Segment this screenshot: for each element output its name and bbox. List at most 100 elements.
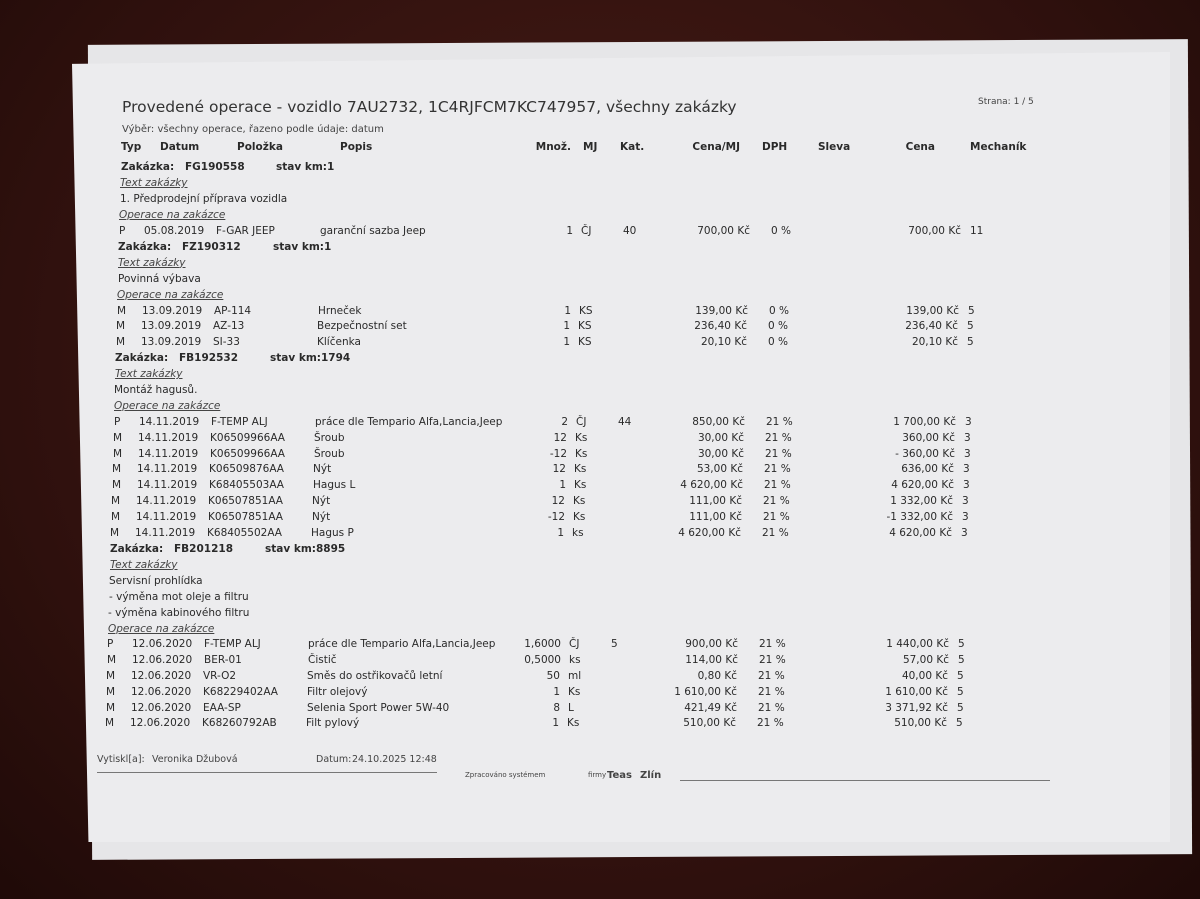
- column-popis: Popis: [340, 141, 373, 153]
- order-text-line: Montáž hagusů.: [114, 384, 198, 397]
- cell-polozka: K68405503AA: [209, 479, 284, 492]
- operations-heading: Operace na zakázce: [0, 400, 1100, 415]
- cell-typ: M: [106, 701, 116, 714]
- order-text: Servisní prohlídka: [0, 575, 1100, 590]
- column-mj: MJ: [583, 141, 598, 153]
- table-row: M 12.06.2020 K68260792AB Filt pylový 1 Ks 510,…: [0, 717, 1100, 732]
- cell-polozka: K06509966AA: [210, 447, 285, 460]
- cell-mechanik: 3: [964, 431, 971, 444]
- cell-cena_mj: 139,00 Kč: [695, 304, 748, 317]
- order-label: Zakázka:: [118, 240, 172, 253]
- cell-typ: M: [106, 670, 116, 682]
- order-text: - výměna mot oleje a filtru: [0, 591, 1100, 606]
- cell-mechanik: 5: [957, 685, 964, 698]
- cell-datum: 12.06.2020: [131, 670, 192, 682]
- text-heading: Text zakázky: [0, 368, 1100, 383]
- cell-dph: 21 %: [759, 638, 786, 651]
- order-text-heading: Text zakázky: [118, 256, 186, 269]
- cell-kat: 5: [611, 638, 618, 651]
- cell-cena: 3 371,92 Kč: [885, 701, 948, 714]
- cell-typ: M: [112, 479, 122, 492]
- cell-cena: 40,00 Kč: [901, 670, 948, 682]
- cell-dph: 0 %: [769, 304, 789, 317]
- km-value: 1794: [321, 352, 351, 365]
- cell-mj: Ks: [574, 479, 587, 492]
- cell-mnoz: 50: [546, 670, 560, 682]
- cell-dph: 21 %: [766, 416, 793, 428]
- cell-polozka: K68405502AA: [207, 526, 282, 539]
- cell-datum: 12.06.2020: [132, 654, 193, 667]
- cell-cena: 20,10 Kč: [911, 336, 958, 349]
- table-row: M 13.09.2019 SI-33 Klíčenka 1 KS 20,10 Kč 0 % 20…: [0, 336, 1100, 351]
- table-row: M 14.11.2019 K68405502AA Hagus P 1 ks 4 620,00…: [0, 527, 1100, 542]
- order-text-line: Povinná výbava: [118, 272, 201, 285]
- order-text: - výměna kabinového filtru: [0, 607, 1100, 622]
- order-text-line: - výměna kabinového filtru: [108, 606, 250, 619]
- cell-polozka: F-TEMP ALJ: [204, 638, 261, 651]
- order-id: FG190558: [185, 161, 245, 173]
- table-row: M 14.11.2019 K06507851AA Nýt -12 Ks 111,00 Kč 2…: [0, 511, 1100, 526]
- column-mnoz: Množ.: [535, 141, 571, 153]
- cell-mechanik: 3: [962, 510, 969, 523]
- order-id: FB192532: [179, 352, 239, 365]
- cell-typ: M: [111, 510, 121, 523]
- cell-popis: Nýt: [312, 495, 331, 507]
- table-row: M 12.06.2020 VR-O2 Směs do ostřikovačů letn…: [0, 670, 1100, 685]
- cell-cena: 700,00 Kč: [908, 224, 961, 237]
- cell-mnoz: 0,5000: [524, 654, 561, 667]
- cell-mechanik: 5: [958, 638, 965, 651]
- cell-typ: M: [112, 463, 122, 476]
- cell-mnoz: 1: [564, 304, 571, 317]
- cell-mnoz: 1: [557, 526, 564, 539]
- km-label: stav km:: [265, 542, 316, 555]
- table-row: M 13.09.2019 AP-114 Hrneček 1 KS 139,00 Kč 0 % 1…: [0, 305, 1100, 320]
- cell-popis: Šroub: [314, 447, 345, 460]
- table-row: M 14.11.2019 K06507851AA Nýt 12 Ks 111,00 Kč 21…: [0, 495, 1100, 510]
- cell-cena_mj: 30,00 Kč: [697, 431, 744, 444]
- cell-mechanik: 11: [970, 224, 984, 237]
- operations-heading: Operace na zakázce: [0, 623, 1100, 638]
- cell-popis: Nýt: [313, 463, 332, 476]
- cell-cena_mj: 510,00 Kč: [683, 717, 736, 730]
- printed-by-label: Vytiskl[a]:: [97, 754, 145, 765]
- cell-cena_mj: 0,80 Kč: [697, 670, 737, 682]
- cell-popis: Nýt: [312, 510, 331, 523]
- cell-popis: Selenia Sport Power 5W-40: [307, 701, 450, 714]
- cell-popis: Čistič: [308, 654, 337, 667]
- cell-dph: 21 %: [758, 685, 785, 698]
- table-row: M 12.06.2020 K68229402AA Filtr olejový 1 Ks 1 …: [0, 686, 1100, 701]
- order-text: 1. Předprodejní příprava vozidla: [0, 193, 1100, 208]
- table-row: M 14.11.2019 K68405503AA Hagus L 1 Ks 4 620,00…: [0, 479, 1100, 494]
- cell-datum: 13.09.2019: [141, 336, 202, 349]
- footer-line: [97, 772, 437, 773]
- cell-mj: ČJ: [576, 416, 587, 428]
- cell-polozka: VR-O2: [203, 670, 237, 682]
- km-label: stav km:: [276, 161, 327, 173]
- cell-datum: 14.11.2019: [137, 463, 198, 476]
- selection-info: Výběr: všechny operace, řazeno podle úda…: [122, 124, 384, 135]
- cell-polozka: SI-33: [213, 336, 240, 349]
- cell-datum: 14.11.2019: [138, 431, 199, 444]
- cell-popis: Bezpečnostní set: [317, 320, 407, 333]
- cell-datum: 12.06.2020: [130, 717, 191, 730]
- order-text-line: Servisní prohlídka: [109, 574, 203, 587]
- cell-mechanik: 3: [964, 447, 971, 460]
- table-row: P 12.06.2020 F-TEMP ALJ práce dle Tempario …: [0, 638, 1100, 653]
- cell-cena_mj: 421,49 Kč: [684, 701, 737, 714]
- cell-mnoz: 1: [552, 717, 559, 730]
- cell-datum: 12.06.2020: [132, 638, 193, 651]
- cell-mj: ks: [572, 526, 584, 539]
- cell-mnoz: 1,6000: [524, 638, 561, 651]
- cell-cena: 4 620,00 Kč: [889, 526, 952, 539]
- cell-mnoz: -12: [549, 447, 567, 460]
- operations-heading: Operace na zakázce: [108, 622, 215, 635]
- cell-typ: M: [106, 685, 116, 698]
- cell-datum: 14.11.2019: [139, 416, 200, 428]
- cell-mj: ČJ: [581, 224, 592, 237]
- column-cena_mj: Cena/MJ: [692, 141, 740, 153]
- cell-popis: Hagus L: [313, 479, 356, 492]
- cell-dph: 0 %: [768, 336, 788, 349]
- cell-mj: ČJ: [569, 638, 580, 651]
- text-heading: Text zakázky: [0, 177, 1100, 192]
- cell-mechanik: 5: [956, 717, 963, 730]
